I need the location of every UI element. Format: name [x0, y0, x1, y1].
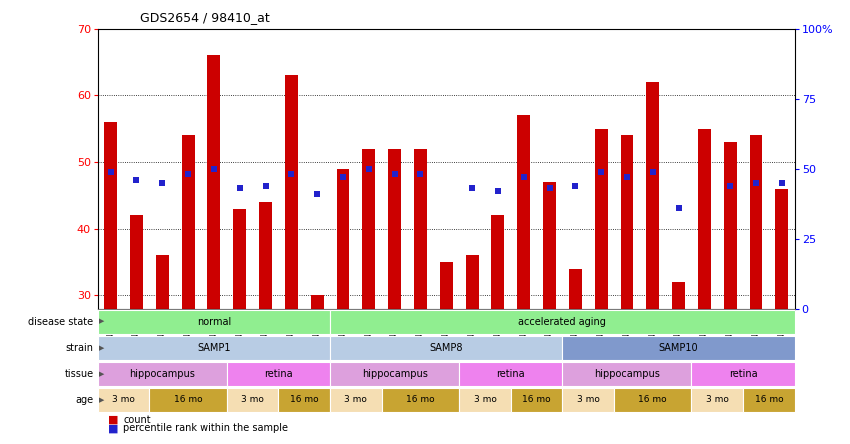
Text: retina: retina: [496, 369, 525, 379]
Bar: [543, 182, 556, 309]
Bar: [156, 255, 169, 309]
Bar: [330, 309, 795, 333]
Bar: [98, 309, 330, 333]
Bar: [98, 336, 330, 360]
Bar: [672, 282, 685, 309]
Text: ▶: ▶: [99, 371, 105, 377]
Bar: [227, 362, 330, 386]
Bar: [259, 202, 272, 309]
Bar: [285, 75, 297, 309]
Bar: [279, 388, 330, 412]
Bar: [330, 336, 563, 360]
Bar: [439, 262, 453, 309]
Bar: [330, 362, 459, 386]
Bar: [569, 269, 581, 309]
Text: 3 mo: 3 mo: [577, 395, 599, 404]
Bar: [595, 129, 608, 309]
Text: hippocampus: hippocampus: [594, 369, 660, 379]
Text: SAMP1: SAMP1: [197, 343, 230, 353]
Bar: [382, 388, 459, 412]
Bar: [130, 215, 143, 309]
Text: hippocampus: hippocampus: [362, 369, 428, 379]
Bar: [414, 149, 427, 309]
Bar: [227, 388, 279, 412]
Text: disease state: disease state: [28, 317, 94, 327]
Bar: [207, 56, 220, 309]
Bar: [388, 149, 401, 309]
Bar: [362, 149, 375, 309]
Bar: [775, 189, 788, 309]
Text: count: count: [123, 415, 151, 424]
Text: tissue: tissue: [65, 369, 94, 379]
Text: 3 mo: 3 mo: [112, 395, 135, 404]
Text: ■: ■: [108, 424, 118, 433]
Text: hippocampus: hippocampus: [129, 369, 196, 379]
Bar: [614, 388, 692, 412]
Text: 16 mo: 16 mo: [406, 395, 434, 404]
Text: 3 mo: 3 mo: [473, 395, 496, 404]
Text: retina: retina: [728, 369, 757, 379]
Bar: [182, 135, 195, 309]
Bar: [311, 295, 324, 309]
Bar: [692, 388, 743, 412]
Text: 16 mo: 16 mo: [522, 395, 551, 404]
Bar: [466, 255, 479, 309]
Bar: [233, 209, 246, 309]
Bar: [692, 362, 795, 386]
Bar: [518, 115, 530, 309]
Bar: [646, 82, 660, 309]
Text: 3 mo: 3 mo: [344, 395, 367, 404]
Text: SAMP10: SAMP10: [659, 343, 699, 353]
Text: 16 mo: 16 mo: [173, 395, 202, 404]
Bar: [511, 388, 563, 412]
Bar: [337, 169, 349, 309]
Text: 3 mo: 3 mo: [706, 395, 728, 404]
Text: ▶: ▶: [99, 397, 105, 403]
Text: retina: retina: [264, 369, 292, 379]
Bar: [330, 388, 382, 412]
Text: 16 mo: 16 mo: [638, 395, 667, 404]
Bar: [459, 362, 563, 386]
Bar: [150, 388, 227, 412]
Text: ▶: ▶: [99, 319, 105, 325]
Bar: [743, 388, 795, 412]
Bar: [491, 215, 504, 309]
Text: percentile rank within the sample: percentile rank within the sample: [123, 424, 288, 433]
Text: normal: normal: [197, 317, 231, 327]
Bar: [563, 388, 614, 412]
Text: accelerated aging: accelerated aging: [518, 317, 606, 327]
Bar: [698, 129, 711, 309]
Bar: [459, 388, 511, 412]
Bar: [563, 336, 795, 360]
Text: 16 mo: 16 mo: [755, 395, 783, 404]
Bar: [105, 122, 117, 309]
Text: strain: strain: [65, 343, 94, 353]
Text: ▶: ▶: [99, 345, 105, 351]
Bar: [98, 388, 150, 412]
Text: age: age: [76, 395, 94, 405]
Bar: [620, 135, 633, 309]
Text: 3 mo: 3 mo: [241, 395, 264, 404]
Bar: [563, 362, 692, 386]
Text: GDS2654 / 98410_at: GDS2654 / 98410_at: [140, 12, 270, 24]
Bar: [723, 142, 737, 309]
Text: 16 mo: 16 mo: [290, 395, 319, 404]
Bar: [750, 135, 762, 309]
Bar: [98, 362, 227, 386]
Text: ■: ■: [108, 415, 118, 424]
Text: SAMP8: SAMP8: [429, 343, 463, 353]
